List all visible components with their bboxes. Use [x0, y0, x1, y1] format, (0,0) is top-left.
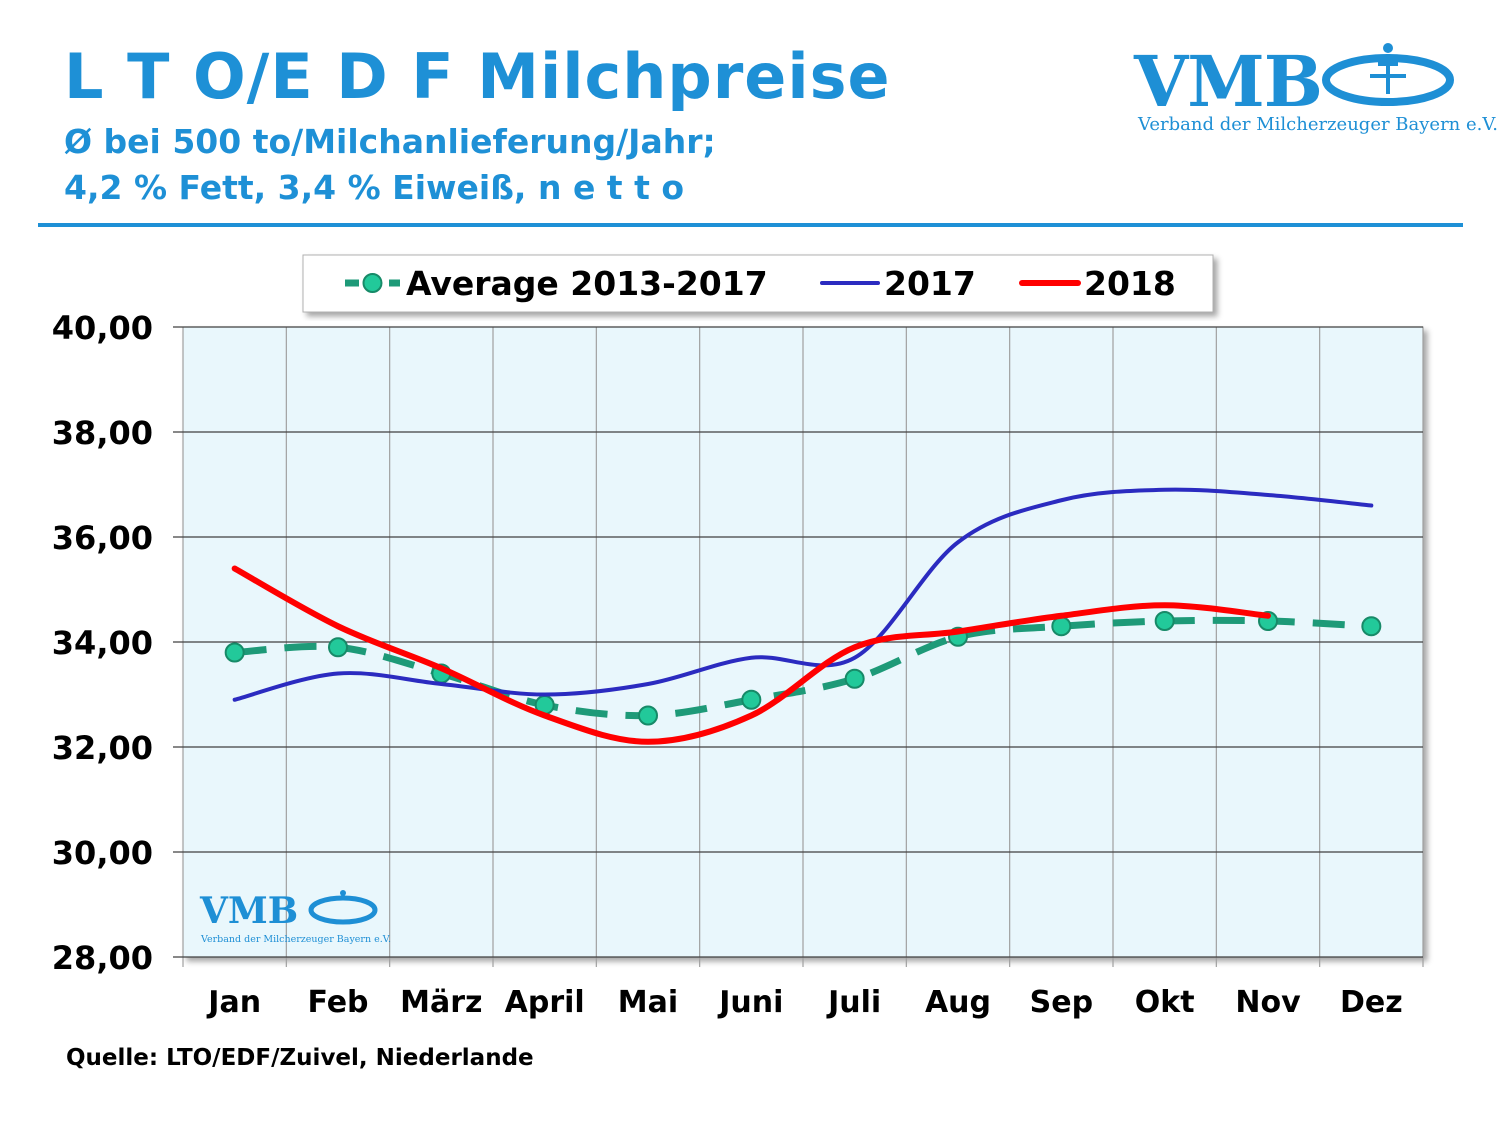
x-tick-label: Juli — [826, 985, 881, 1020]
watermark-logo-text: VMB — [199, 890, 298, 932]
vmb-logo-emblem-icon — [1322, 43, 1454, 106]
x-tick-label: März — [400, 985, 482, 1020]
x-tick-label: Jan — [206, 985, 261, 1020]
x-tick-label: Okt — [1135, 985, 1195, 1020]
y-tick-label: 38,00 — [52, 414, 153, 452]
watermark-emblem-icon — [308, 895, 378, 925]
watermark-emblem-dot — [340, 890, 346, 896]
y-tick-label: 28,00 — [52, 939, 153, 977]
x-tick-label: April — [505, 985, 585, 1020]
vmb-logo-text: VMB — [1134, 40, 1323, 123]
average-point — [741, 689, 762, 710]
series-layer — [224, 487, 1382, 745]
average-point — [844, 668, 865, 689]
y-tick-label: 30,00 — [52, 834, 153, 872]
x-tick-label: Nov — [1235, 985, 1301, 1020]
series-2017-line — [232, 487, 1374, 702]
source-note: Quelle: LTO/EDF/Zuivel, Niederlande — [66, 1045, 534, 1071]
vmb-logo-tagline: Verband der Milcherzeuger Bayern e.V. — [1138, 114, 1498, 135]
average-point — [328, 637, 348, 658]
series-2018-line — [231, 565, 1271, 745]
grid — [173, 326, 1424, 967]
x-tick-label: Aug — [925, 985, 991, 1020]
chart-subtitle-line1: Ø bei 500 to/Milchanlieferung/Jahr; — [64, 122, 716, 161]
y-tick-label: 32,00 — [52, 729, 153, 767]
x-tick-label: Mai — [618, 985, 678, 1020]
y-axis: 28,00 30,00 32,00 34,00 36,00 38,00 40,00 — [52, 309, 153, 977]
chart-subtitle-line2: 4,2 % Fett, 3,4 % Eiweiß, n e t t o — [64, 168, 685, 207]
x-tick-label: Sep — [1030, 985, 1093, 1020]
x-tick-label: Feb — [307, 985, 368, 1020]
legend-label: 2018 — [1084, 264, 1176, 303]
vmb-logo: VMB Verband der Milcherzeuger Bayern e.V… — [1128, 28, 1498, 148]
average-point — [638, 705, 658, 726]
x-tick-label: Dez — [1340, 985, 1403, 1020]
legend-label: Average 2013-2017 — [406, 264, 768, 303]
y-tick-label: 36,00 — [52, 519, 153, 557]
header-divider — [38, 223, 1463, 227]
average-point — [1051, 616, 1072, 637]
y-tick-label: 34,00 — [52, 624, 153, 662]
legend-label: 2017 — [884, 264, 976, 303]
average-point — [1154, 611, 1175, 631]
y-tick-label: 40,00 — [52, 309, 153, 347]
series-average-line — [234, 616, 1372, 720]
average-point — [224, 642, 245, 663]
x-axis: Jan Feb März April Mai Juni Juli Aug Sep Okt Nov De… — [206, 985, 1402, 1020]
x-tick-label: Juni — [717, 985, 783, 1020]
chart-title: L T O/E D F Milchpreise — [64, 40, 891, 113]
legend-marker — [362, 273, 383, 293]
legend: Average 2013-2017 2017 2018 — [302, 254, 1214, 313]
average-point — [1361, 616, 1382, 637]
watermark-logo: VMB Verband der Milcherzeuger Bayern e.V. — [199, 890, 391, 945]
watermark-logo-tagline: Verband der Milcherzeuger Bayern e.V. — [200, 934, 391, 945]
